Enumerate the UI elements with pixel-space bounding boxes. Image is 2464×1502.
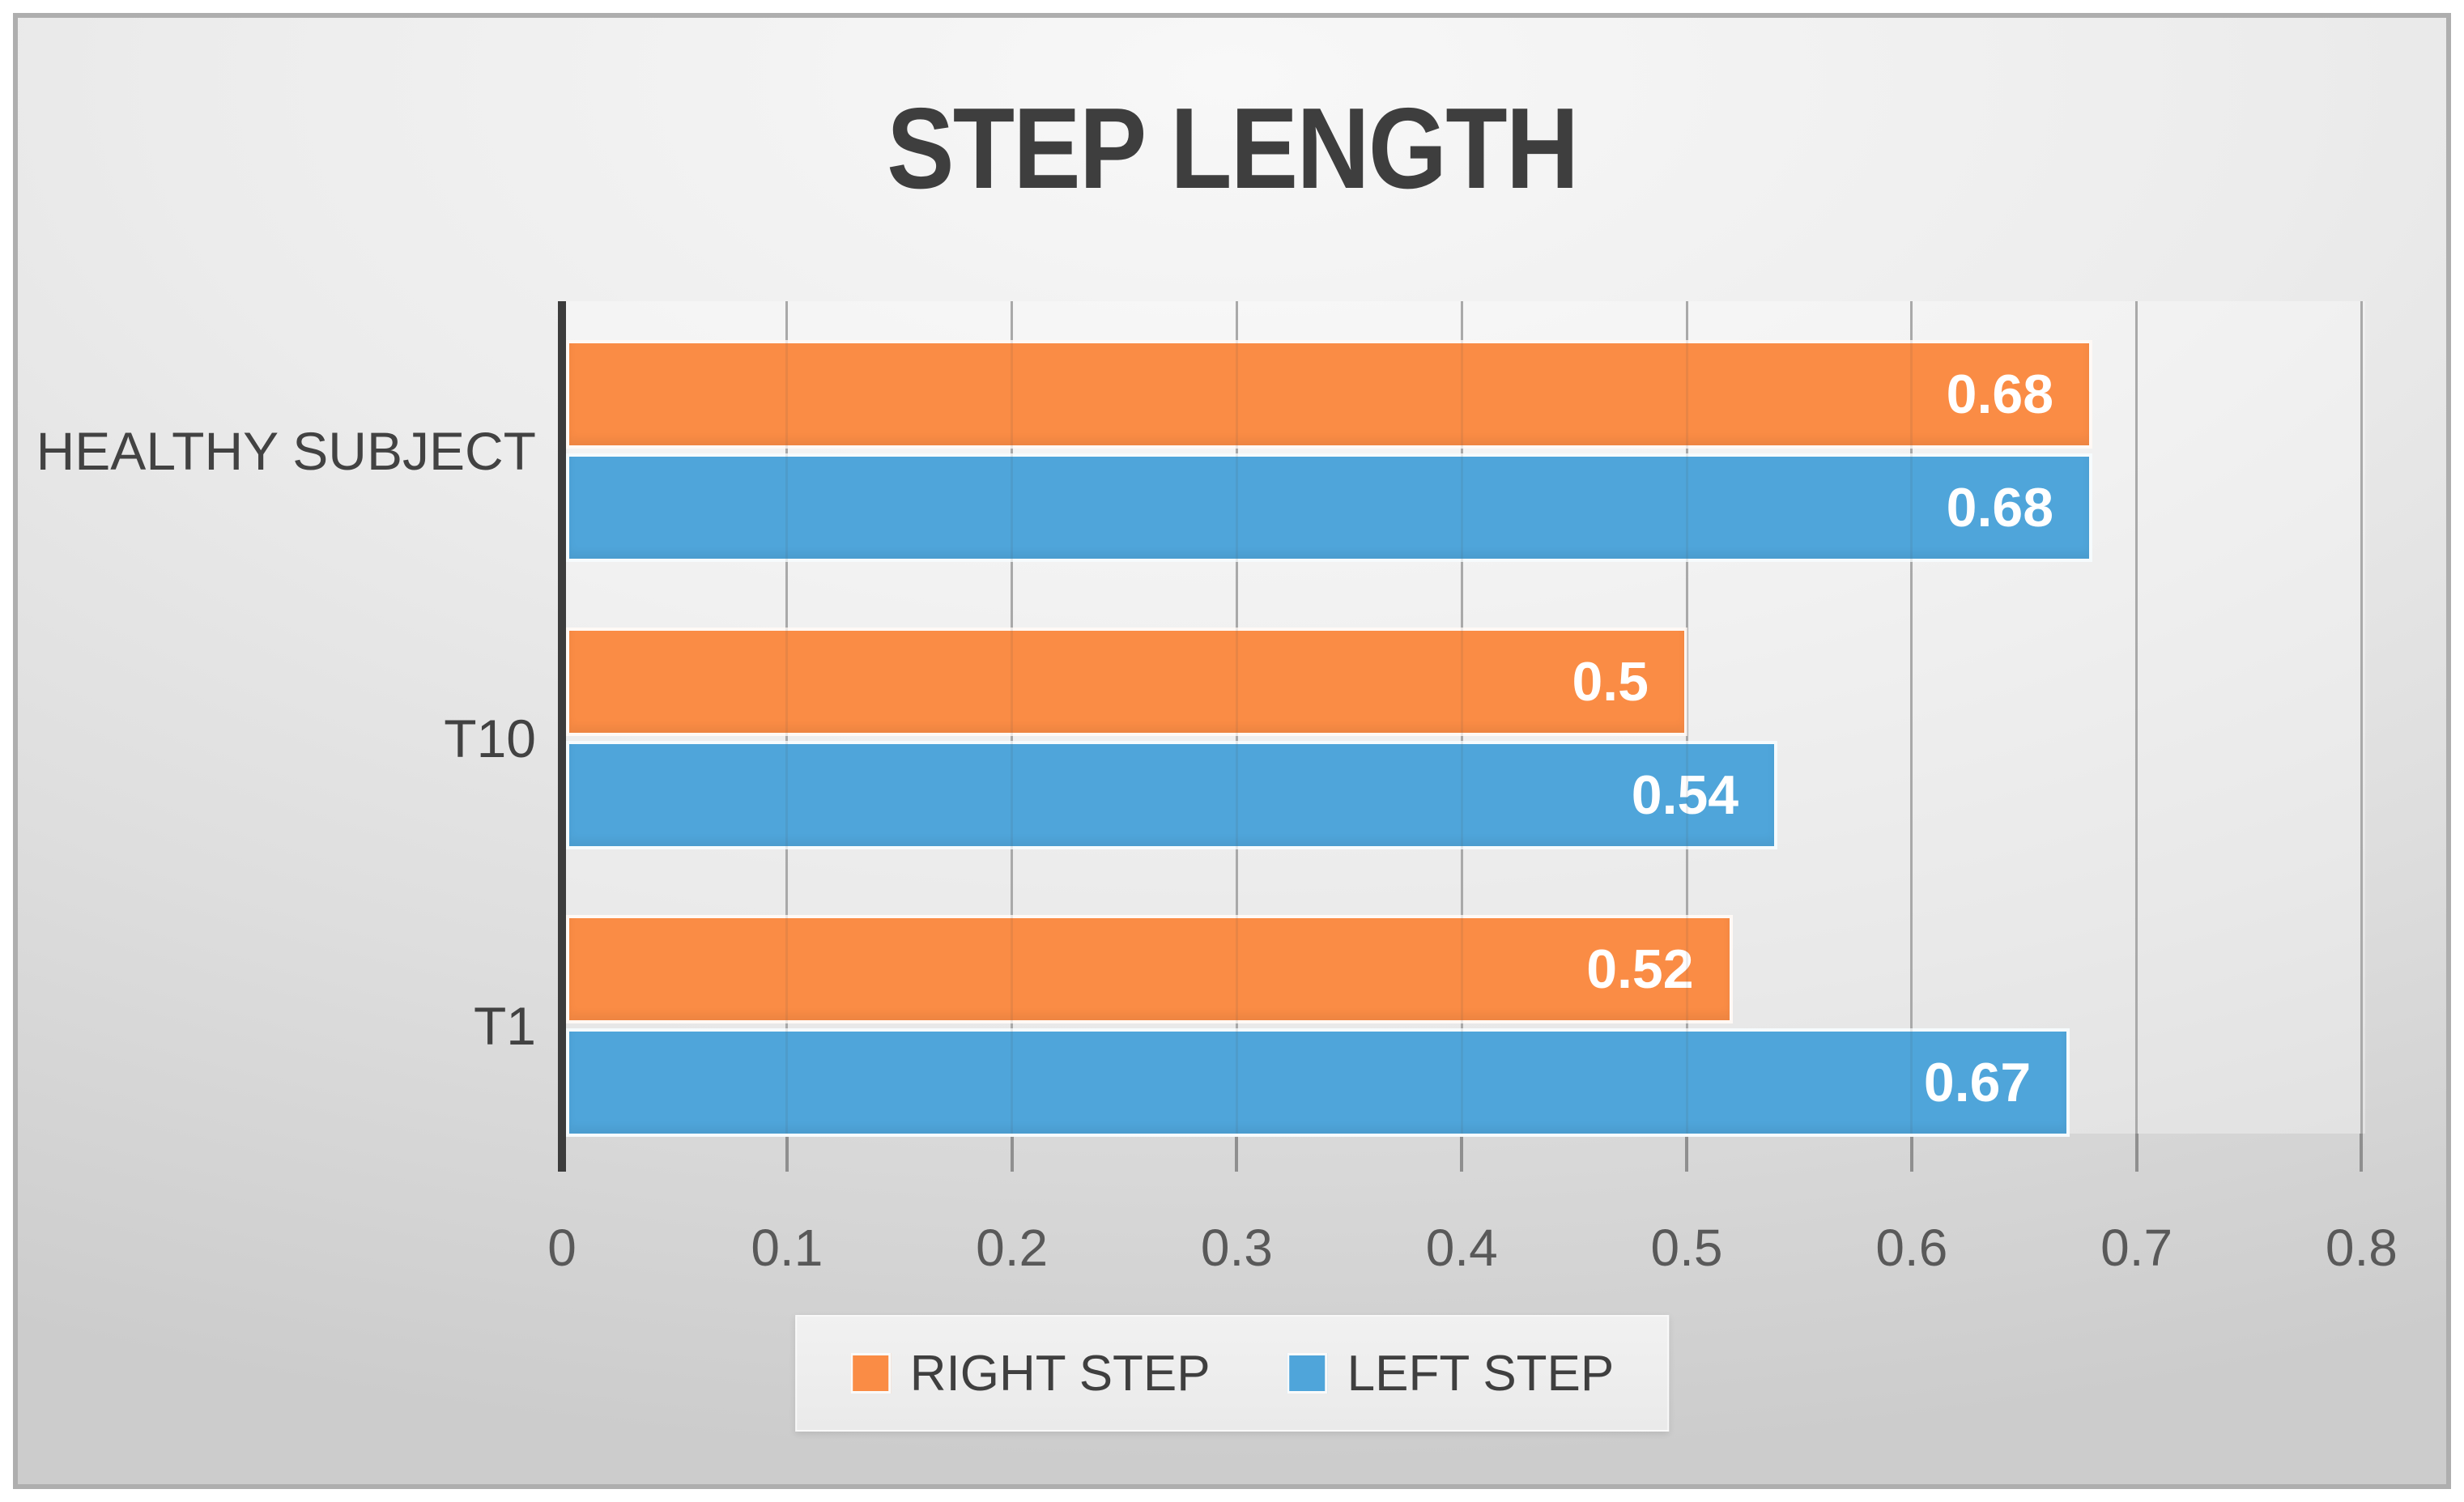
legend-label: RIGHT STEP: [909, 1345, 1211, 1402]
value-axis-tick: [1685, 1134, 1688, 1172]
bar-value-label: 0.52: [1586, 938, 1694, 1000]
bar-left-step: 0.67: [566, 1028, 2070, 1137]
value-axis-tick-label: 0.3: [1200, 1219, 1273, 1277]
value-axis-tick-label: 0.6: [1875, 1219, 1948, 1277]
value-axis-gridline-overlay: [1235, 301, 1238, 1134]
legend-item-left-step: LEFT STEP: [1287, 1345, 1615, 1402]
value-axis-gridline-overlay: [1910, 301, 1913, 1134]
value-axis-tick-label: 0.5: [1650, 1219, 1723, 1277]
legend: RIGHT STEP LEFT STEP: [794, 1315, 1670, 1432]
category-label: T10: [444, 708, 536, 768]
bar-left-step: 0.68: [566, 453, 2093, 562]
value-axis-tick-label: 0.2: [976, 1219, 1049, 1277]
chart-frame: STEP LENGTH 0 0.1 0.2 0.3 0.4 0.5 0.6 0.7 0.8 0.6…: [13, 13, 2451, 1489]
value-axis-tick-label: 0.1: [751, 1219, 823, 1277]
value-axis-tick: [1010, 1134, 1014, 1172]
value-axis-gridline-overlay: [1011, 301, 1014, 1134]
category-label: T1: [473, 996, 536, 1056]
bar-value-label: 0.68: [1946, 364, 2054, 425]
value-axis-gridline-overlay: [785, 301, 789, 1134]
chart-title: STEP LENGTH: [886, 84, 1579, 213]
bar-value-label: 0.68: [1946, 477, 2054, 538]
value-axis-gridline: [2360, 301, 2363, 1134]
value-axis-gridline-overlay: [2360, 301, 2363, 1134]
value-axis-tick: [785, 1134, 789, 1172]
bar-value-label: 0.5: [1572, 651, 1649, 713]
category-label: HEALTHY SUBJECT: [36, 421, 536, 481]
value-axis-gridline-overlay: [2135, 301, 2138, 1134]
value-axis-gridline-overlay: [1460, 301, 1463, 1134]
bar-right-step: 0.68: [566, 340, 2093, 449]
bar-right-step: 0.5: [566, 628, 1687, 736]
value-axis-tick-label: 0.4: [1425, 1219, 1498, 1277]
value-axis-tick-label: 0.7: [2100, 1219, 2173, 1277]
bar-value-label: 0.54: [1631, 764, 1739, 826]
value-axis-tick-label: 0.8: [2325, 1219, 2398, 1277]
value-axis-gridline: [2135, 301, 2138, 1134]
value-axis-gridline-overlay: [1685, 301, 1688, 1134]
value-axis-tick: [2134, 1134, 2138, 1172]
bar-left-step: 0.54: [566, 741, 1778, 849]
category-axis-line: [558, 301, 566, 1172]
value-axis-tick: [1460, 1134, 1464, 1172]
value-axis-gridline: [1910, 301, 1913, 1134]
bar-value-label: 0.67: [1923, 1052, 2032, 1113]
value-axis-tick: [1909, 1134, 1913, 1172]
value-axis-tick: [1235, 1134, 1239, 1172]
legend-label: LEFT STEP: [1347, 1345, 1615, 1402]
legend-item-right-step: RIGHT STEP: [849, 1345, 1211, 1402]
value-axis-tick: [2360, 1134, 2364, 1172]
legend-swatch-right-step: [849, 1353, 891, 1393]
bar-right-step: 0.52: [566, 915, 1733, 1023]
legend-swatch-left-step: [1287, 1353, 1328, 1393]
value-axis-tick-label: 0: [547, 1219, 577, 1277]
